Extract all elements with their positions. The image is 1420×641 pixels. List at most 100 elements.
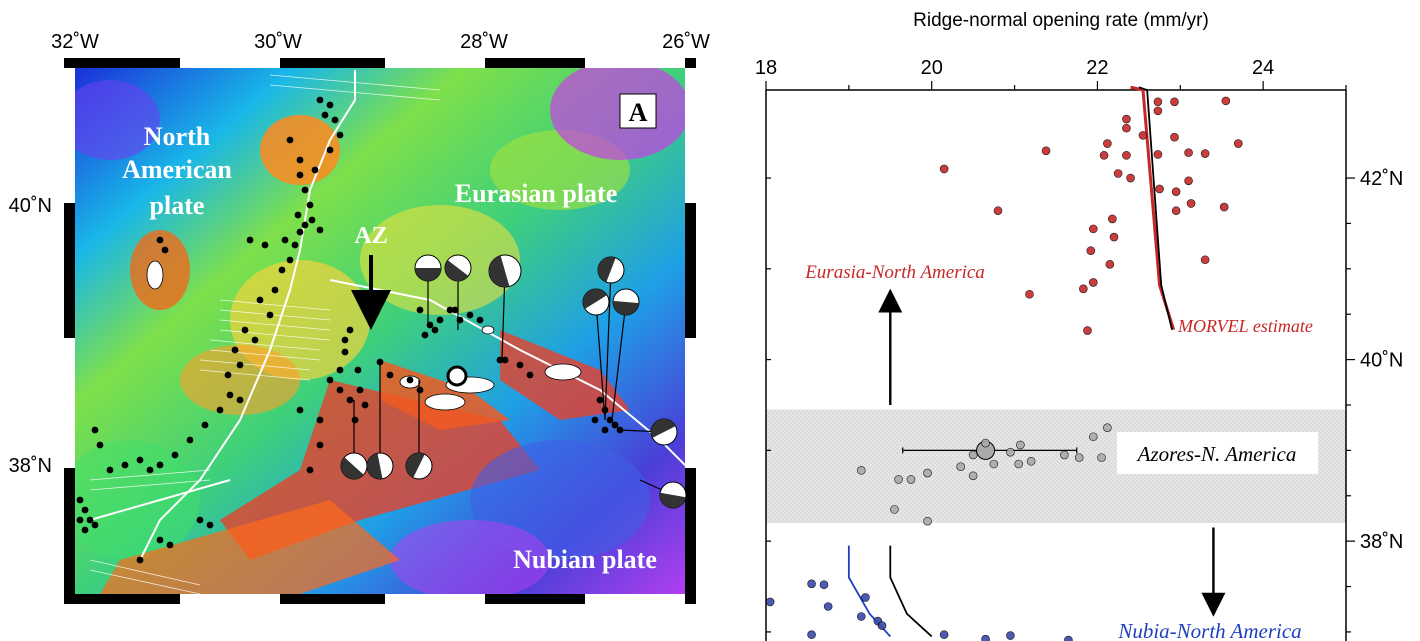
band-label-box bbox=[1117, 432, 1318, 474]
chart-arrows bbox=[878, 288, 1226, 617]
earthquake-dot bbox=[156, 536, 164, 544]
focal-mechanism-beachball bbox=[405, 380, 433, 480]
data-point bbox=[1170, 132, 1179, 142]
earthquake-dot bbox=[166, 541, 174, 549]
x-tick-label: 24 bbox=[1252, 57, 1274, 79]
focal-mechanism-beachball bbox=[619, 418, 678, 446]
data-point bbox=[1155, 184, 1164, 194]
earthquake-dot bbox=[278, 266, 286, 274]
annotation-eurasia-north-america: Eurasia-North America bbox=[804, 262, 985, 283]
data-point bbox=[1103, 139, 1112, 148]
earthquake-dot bbox=[356, 386, 364, 394]
data-point bbox=[993, 206, 1003, 216]
earthquake-dot bbox=[296, 156, 304, 164]
annotation-nubia-north-america: Nubia-North America bbox=[1117, 619, 1301, 641]
map-lat-tick-38n: 38˚N bbox=[9, 455, 52, 477]
earthquake-dot bbox=[76, 516, 84, 524]
data-point bbox=[1200, 255, 1210, 265]
data-point bbox=[1026, 456, 1036, 466]
data-point bbox=[1059, 450, 1069, 460]
earthquake-dot bbox=[451, 306, 459, 314]
earthquake-dot bbox=[316, 226, 324, 234]
data-point bbox=[894, 475, 903, 484]
data-point bbox=[981, 634, 990, 641]
north-american-plate-label: North American plate bbox=[122, 122, 232, 220]
earthquake-dot bbox=[601, 426, 609, 434]
data-point bbox=[1171, 206, 1181, 216]
data-point bbox=[861, 593, 870, 602]
earthquake-dot bbox=[516, 361, 524, 369]
earthquake-dot bbox=[81, 526, 89, 534]
earthquake-dot bbox=[76, 496, 84, 504]
data-point bbox=[823, 602, 833, 611]
earthquake-dot bbox=[271, 286, 279, 294]
earthquake-dot bbox=[224, 371, 232, 379]
earthquake-dot bbox=[336, 131, 344, 139]
data-point bbox=[1014, 459, 1024, 469]
earthquake-dot bbox=[421, 331, 429, 339]
svg-text:American: American bbox=[122, 155, 232, 184]
earthquake-dot bbox=[341, 348, 349, 356]
data-point bbox=[1025, 289, 1034, 299]
data-point bbox=[1088, 224, 1098, 234]
earthquake-dot bbox=[161, 246, 169, 254]
data-point bbox=[1097, 453, 1106, 462]
earthquake-dot bbox=[526, 371, 534, 379]
earthquake-dot bbox=[306, 201, 314, 209]
data-point bbox=[807, 579, 816, 589]
data-point bbox=[1122, 114, 1131, 124]
earthquake-dot bbox=[341, 336, 349, 344]
x-tick-label: 22 bbox=[1086, 57, 1108, 79]
data-point bbox=[1088, 278, 1098, 287]
data-point bbox=[1186, 199, 1196, 208]
data-point bbox=[956, 462, 966, 472]
data-point bbox=[1200, 149, 1210, 158]
data-point bbox=[989, 459, 999, 469]
focal-mechanism-beachball bbox=[444, 254, 472, 330]
data-point bbox=[1006, 447, 1015, 457]
earthquake-dot bbox=[346, 326, 354, 334]
annotation-morvel-estimate: MORVEL estimate bbox=[1177, 316, 1313, 336]
focal-mechanism-beachball bbox=[366, 365, 394, 480]
earthquake-dot bbox=[281, 236, 289, 244]
rate-chart: Ridge-normal opening rate (mm/yr) Azores… bbox=[755, 10, 1403, 641]
earthquake-dot bbox=[406, 376, 414, 384]
earthquake-dot bbox=[156, 461, 164, 469]
focal-mechanism-beachball bbox=[488, 254, 522, 361]
earthquake-dot bbox=[351, 416, 359, 424]
band-label: Azores-N. America bbox=[1136, 442, 1297, 466]
earthquake-dot bbox=[136, 556, 144, 564]
earthquake-dot bbox=[316, 96, 324, 104]
earthquake-dot bbox=[296, 406, 304, 414]
earthquake-dot bbox=[266, 311, 274, 319]
y-tick-label: 42˚N bbox=[1360, 168, 1403, 190]
chart-title: Ridge-normal opening rate (mm/yr) bbox=[913, 10, 1209, 31]
y-tick-label: 40˚N bbox=[1360, 350, 1403, 372]
map-lon-tick-28w: 28˚W bbox=[460, 31, 508, 53]
data-point bbox=[906, 475, 916, 484]
earthquake-dot bbox=[336, 366, 344, 374]
earthquake-dot bbox=[186, 436, 194, 444]
earthquake-dot bbox=[476, 316, 484, 324]
bathymetry-image bbox=[75, 68, 685, 594]
data-point bbox=[765, 597, 775, 607]
data-point bbox=[1138, 131, 1148, 140]
earthquake-dot bbox=[136, 456, 144, 464]
data-point bbox=[1083, 326, 1092, 335]
chart-axes: 18 20 22 24 42˚N 40˚N 38˚N bbox=[755, 57, 1403, 641]
earthquake-dot bbox=[86, 516, 94, 524]
map-lon-tick-32w: 32˚W bbox=[51, 31, 99, 53]
data-point bbox=[923, 516, 932, 526]
map-lat-tick-40n: 40˚N bbox=[9, 195, 52, 217]
data-point bbox=[1122, 151, 1131, 160]
data-point bbox=[939, 164, 949, 174]
earthquake-dot bbox=[241, 326, 249, 334]
data-point bbox=[856, 612, 866, 621]
data-point bbox=[1184, 176, 1193, 186]
data-point bbox=[939, 630, 949, 639]
earthquake-dot bbox=[446, 306, 454, 314]
data-point bbox=[1170, 97, 1179, 107]
earthquake-dot bbox=[231, 346, 239, 354]
earthquake-dot bbox=[216, 406, 224, 414]
